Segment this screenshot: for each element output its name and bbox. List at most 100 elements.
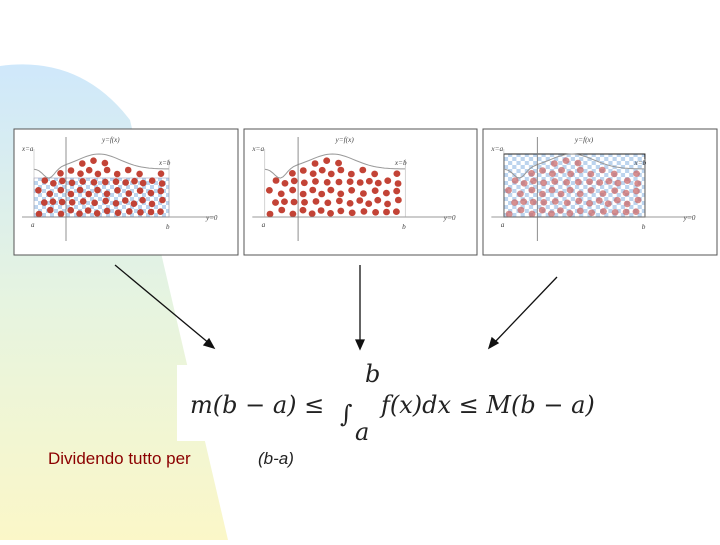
dot <box>530 177 537 185</box>
dot <box>600 208 607 215</box>
dot <box>511 199 519 206</box>
dot <box>610 170 618 178</box>
dot <box>374 179 382 187</box>
formula-box <box>177 365 622 441</box>
dot <box>288 170 296 177</box>
dot <box>114 209 122 217</box>
dot <box>346 178 354 185</box>
dot <box>76 210 83 217</box>
dot <box>360 208 368 215</box>
dot <box>124 166 132 174</box>
dot <box>79 198 87 205</box>
dot <box>158 180 166 187</box>
dot <box>68 179 76 187</box>
dot <box>371 170 379 178</box>
dot <box>550 160 558 167</box>
dot <box>586 178 594 185</box>
dot <box>576 166 584 174</box>
dot <box>84 207 92 214</box>
diagram: x=a y=f(x) x=b a b y=0 <box>21 136 218 241</box>
dot <box>575 197 583 205</box>
dot <box>57 210 65 218</box>
dot <box>517 206 525 214</box>
dot <box>299 190 307 198</box>
caption-text: Dividendo tutto per <box>48 449 191 468</box>
dot <box>157 187 165 195</box>
dot <box>122 179 129 186</box>
dot <box>563 199 571 207</box>
dot <box>324 199 332 207</box>
axis-label: a <box>501 221 505 229</box>
dot <box>567 170 575 178</box>
diagram: x=a y=f(x) x=b a b y=0 <box>251 136 456 241</box>
dot <box>633 170 641 177</box>
dot <box>126 208 133 215</box>
dot <box>148 200 156 208</box>
curve <box>33 153 169 179</box>
arrow-head <box>354 339 366 351</box>
axis-label: b <box>642 223 646 231</box>
dot <box>356 179 364 186</box>
dot <box>335 197 343 205</box>
dot <box>157 208 164 215</box>
axis-label: x=a <box>490 145 503 153</box>
dot <box>383 208 390 216</box>
dot <box>337 207 345 215</box>
dot <box>634 180 642 187</box>
dot <box>299 206 307 214</box>
axis-label: x=b <box>394 159 407 167</box>
dot <box>59 177 66 185</box>
dot <box>308 210 316 217</box>
dot <box>281 198 288 205</box>
dot <box>157 170 165 177</box>
arrow-head <box>202 337 216 350</box>
dot <box>372 209 380 216</box>
dot <box>595 197 603 204</box>
formula-right: f(x)dx ≤ M(b − a) <box>379 391 595 419</box>
dot <box>599 190 607 197</box>
dot <box>277 190 285 198</box>
dot <box>566 186 574 194</box>
dot <box>311 160 319 167</box>
lower-limit: a <box>355 418 369 446</box>
axis-label: y=0 <box>443 214 456 222</box>
dot <box>611 187 619 194</box>
dot <box>47 206 54 214</box>
dot <box>41 177 49 184</box>
dot <box>327 186 335 194</box>
dot <box>102 178 109 186</box>
panels: x=a y=f(x) x=b a b y=0 x=a y=f(x) x=b a b y=0 x=a y=f… <box>13 128 718 256</box>
dot <box>374 196 382 204</box>
axis-label: a <box>262 221 266 229</box>
axis-label: y=0 <box>683 214 696 222</box>
axis-label: x=a <box>251 145 264 153</box>
dot <box>382 189 390 197</box>
dot <box>540 179 548 187</box>
dot <box>623 177 631 184</box>
dot <box>49 198 57 205</box>
dot <box>67 206 74 214</box>
dot <box>148 177 156 184</box>
dot <box>574 159 582 167</box>
dot <box>130 200 138 207</box>
dot <box>335 178 343 186</box>
dot <box>289 186 297 194</box>
dot <box>265 187 273 194</box>
dot <box>551 178 559 185</box>
dot <box>57 170 64 177</box>
dot <box>632 187 640 195</box>
dot <box>337 190 345 198</box>
dot <box>266 210 274 218</box>
dot <box>147 189 155 197</box>
dot <box>301 199 308 206</box>
dot <box>300 179 308 187</box>
dot <box>91 199 98 207</box>
dot <box>290 198 298 206</box>
dot <box>335 159 342 167</box>
dot <box>576 207 584 215</box>
dot <box>323 157 331 164</box>
dot <box>359 166 367 174</box>
dot <box>520 180 528 187</box>
dot <box>136 170 143 178</box>
dot <box>67 190 75 198</box>
